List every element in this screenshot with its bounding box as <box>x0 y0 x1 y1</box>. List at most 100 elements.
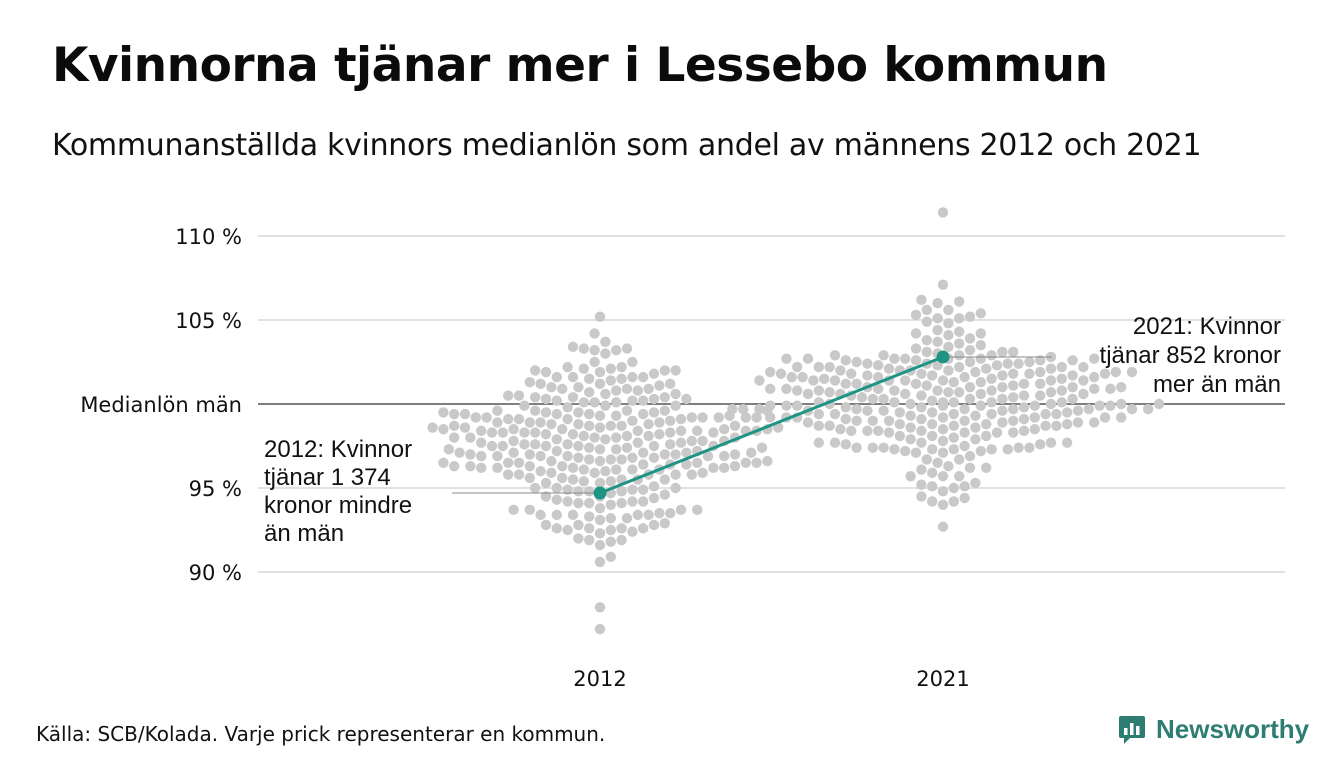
municipality-dot <box>594 514 606 526</box>
municipality-dot <box>727 403 738 415</box>
municipality-dot <box>697 435 708 447</box>
annotation-text: än män <box>264 520 344 547</box>
y-tick-label: Medianlön män <box>80 393 242 417</box>
municipality-dot <box>605 499 616 510</box>
municipality-dot <box>829 375 841 386</box>
municipality-dot <box>567 341 579 353</box>
municipality-dot <box>1078 375 1089 386</box>
municipality-dot <box>862 358 873 369</box>
municipality-dot <box>802 353 814 364</box>
municipality-dot <box>540 491 552 502</box>
municipality-dot <box>1035 439 1046 450</box>
municipality-dot <box>648 407 660 418</box>
municipality-dot <box>648 440 660 452</box>
municipality-dot <box>1045 363 1057 374</box>
municipality-dot <box>562 361 573 373</box>
municipality-dot <box>1062 407 1073 418</box>
municipality-dot <box>1013 358 1024 369</box>
municipality-dot <box>551 408 562 420</box>
municipality-dot <box>594 477 606 489</box>
municipality-dot <box>638 371 649 383</box>
municipality-dot <box>562 496 573 507</box>
highlight-point <box>593 486 607 500</box>
municipality-dot <box>1099 412 1111 423</box>
municipality-dot <box>524 417 535 428</box>
municipality-dot <box>1024 442 1035 453</box>
municipality-dot <box>921 316 932 327</box>
municipality-dot <box>975 445 986 457</box>
municipality-dot <box>459 422 471 433</box>
municipality-dot <box>503 413 514 425</box>
municipality-dot <box>638 496 649 507</box>
municipality-dot <box>524 460 535 472</box>
municipality-dot <box>1018 402 1030 413</box>
municipality-dot <box>627 415 638 426</box>
municipality-dot <box>1126 403 1138 415</box>
municipality-dot <box>562 484 573 495</box>
municipality-dot <box>659 365 670 376</box>
municipality-dot <box>740 412 751 423</box>
municipality-dot <box>970 366 981 378</box>
municipality-dot <box>751 457 762 468</box>
municipality-dot <box>594 539 606 551</box>
municipality-dot <box>781 383 792 395</box>
municipality-dot <box>937 435 949 447</box>
municipality-dot <box>1089 371 1100 383</box>
municipality-dot <box>465 432 476 443</box>
municipality-dot <box>932 298 943 309</box>
municipality-dot <box>530 392 541 403</box>
municipality-dot <box>589 345 600 356</box>
municipality-dot <box>878 405 889 416</box>
municipality-dot <box>1008 380 1019 391</box>
municipality-dot <box>959 371 970 383</box>
municipality-dot <box>964 382 976 393</box>
municipality-dot <box>1008 403 1019 415</box>
municipality-dot <box>611 397 622 408</box>
municipality-dot <box>611 444 622 455</box>
municipality-dot <box>1067 370 1078 381</box>
municipality-dot <box>584 442 595 453</box>
municipality-dot <box>524 376 535 388</box>
municipality-dot <box>627 395 638 406</box>
municipality-dot <box>867 442 878 453</box>
municipality-dot <box>584 420 595 432</box>
municipality-dot <box>605 375 616 386</box>
municipality-dot <box>986 397 997 408</box>
lessebo-highlight <box>593 350 950 500</box>
municipality-dot <box>524 472 535 484</box>
municipality-dot <box>589 328 600 339</box>
municipality-dot <box>557 383 568 395</box>
municipality-dot <box>643 509 654 521</box>
municipality-dots <box>427 207 1165 635</box>
municipality-dot <box>921 380 932 391</box>
municipality-dot <box>648 481 660 492</box>
municipality-dot <box>765 400 776 411</box>
municipality-dot <box>829 350 841 361</box>
municipality-dot <box>997 346 1008 358</box>
municipality-dot <box>665 427 676 438</box>
municipality-dot <box>519 400 530 411</box>
municipality-dot <box>1029 412 1041 423</box>
municipality-dot <box>719 450 730 462</box>
municipality-dot <box>883 363 895 374</box>
municipality-dot <box>964 462 976 474</box>
municipality-dot <box>986 408 997 420</box>
municipality-dot <box>584 454 595 465</box>
municipality-dot <box>937 471 949 482</box>
municipality-dot <box>508 435 519 447</box>
municipality-dot <box>1045 437 1057 448</box>
municipality-dot <box>808 375 819 386</box>
municipality-dot <box>975 340 986 351</box>
x-axis-tick-labels: 2012 2021 <box>573 667 969 691</box>
municipality-dot <box>584 497 595 509</box>
municipality-dot <box>927 418 938 430</box>
municipality-dot <box>954 387 965 398</box>
municipality-dot <box>954 338 965 349</box>
municipality-dot <box>1018 378 1030 390</box>
municipality-dot <box>573 440 584 452</box>
municipality-dot <box>959 415 970 426</box>
municipality-dot <box>567 474 579 485</box>
municipality-dot <box>959 427 970 438</box>
municipality-dot <box>578 430 589 442</box>
municipality-dot <box>492 405 503 416</box>
